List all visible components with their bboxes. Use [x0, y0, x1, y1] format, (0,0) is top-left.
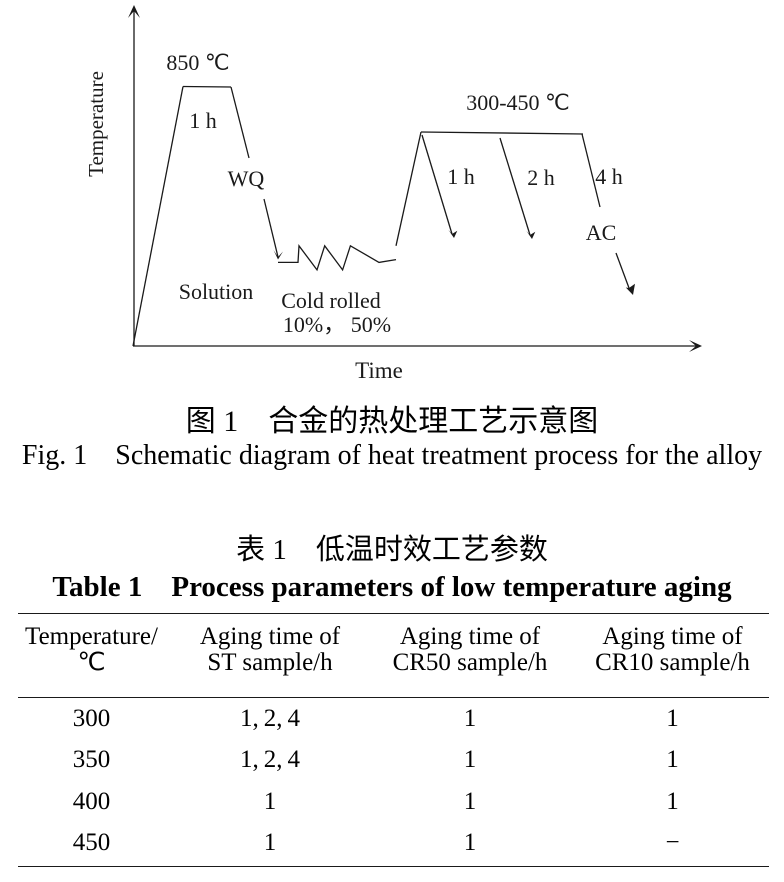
svg-text:Temperature: Temperature — [84, 71, 108, 177]
svg-text:10%， 50%: 10%， 50% — [283, 312, 391, 337]
svg-text:2 h: 2 h — [527, 165, 555, 190]
svg-text:WQ: WQ — [228, 166, 265, 191]
svg-text:4 h: 4 h — [595, 164, 623, 189]
svg-text:AC: AC — [586, 220, 617, 245]
svg-text:1 h: 1 h — [447, 164, 475, 189]
svg-text:1 h: 1 h — [189, 108, 217, 133]
svg-text:300-450 ℃: 300-450 ℃ — [466, 90, 570, 115]
svg-text:Cold rolled: Cold rolled — [281, 288, 381, 313]
svg-text:850 ℃: 850 ℃ — [166, 50, 229, 75]
svg-text:Solution: Solution — [179, 279, 254, 304]
svg-text:Time: Time — [355, 358, 403, 383]
